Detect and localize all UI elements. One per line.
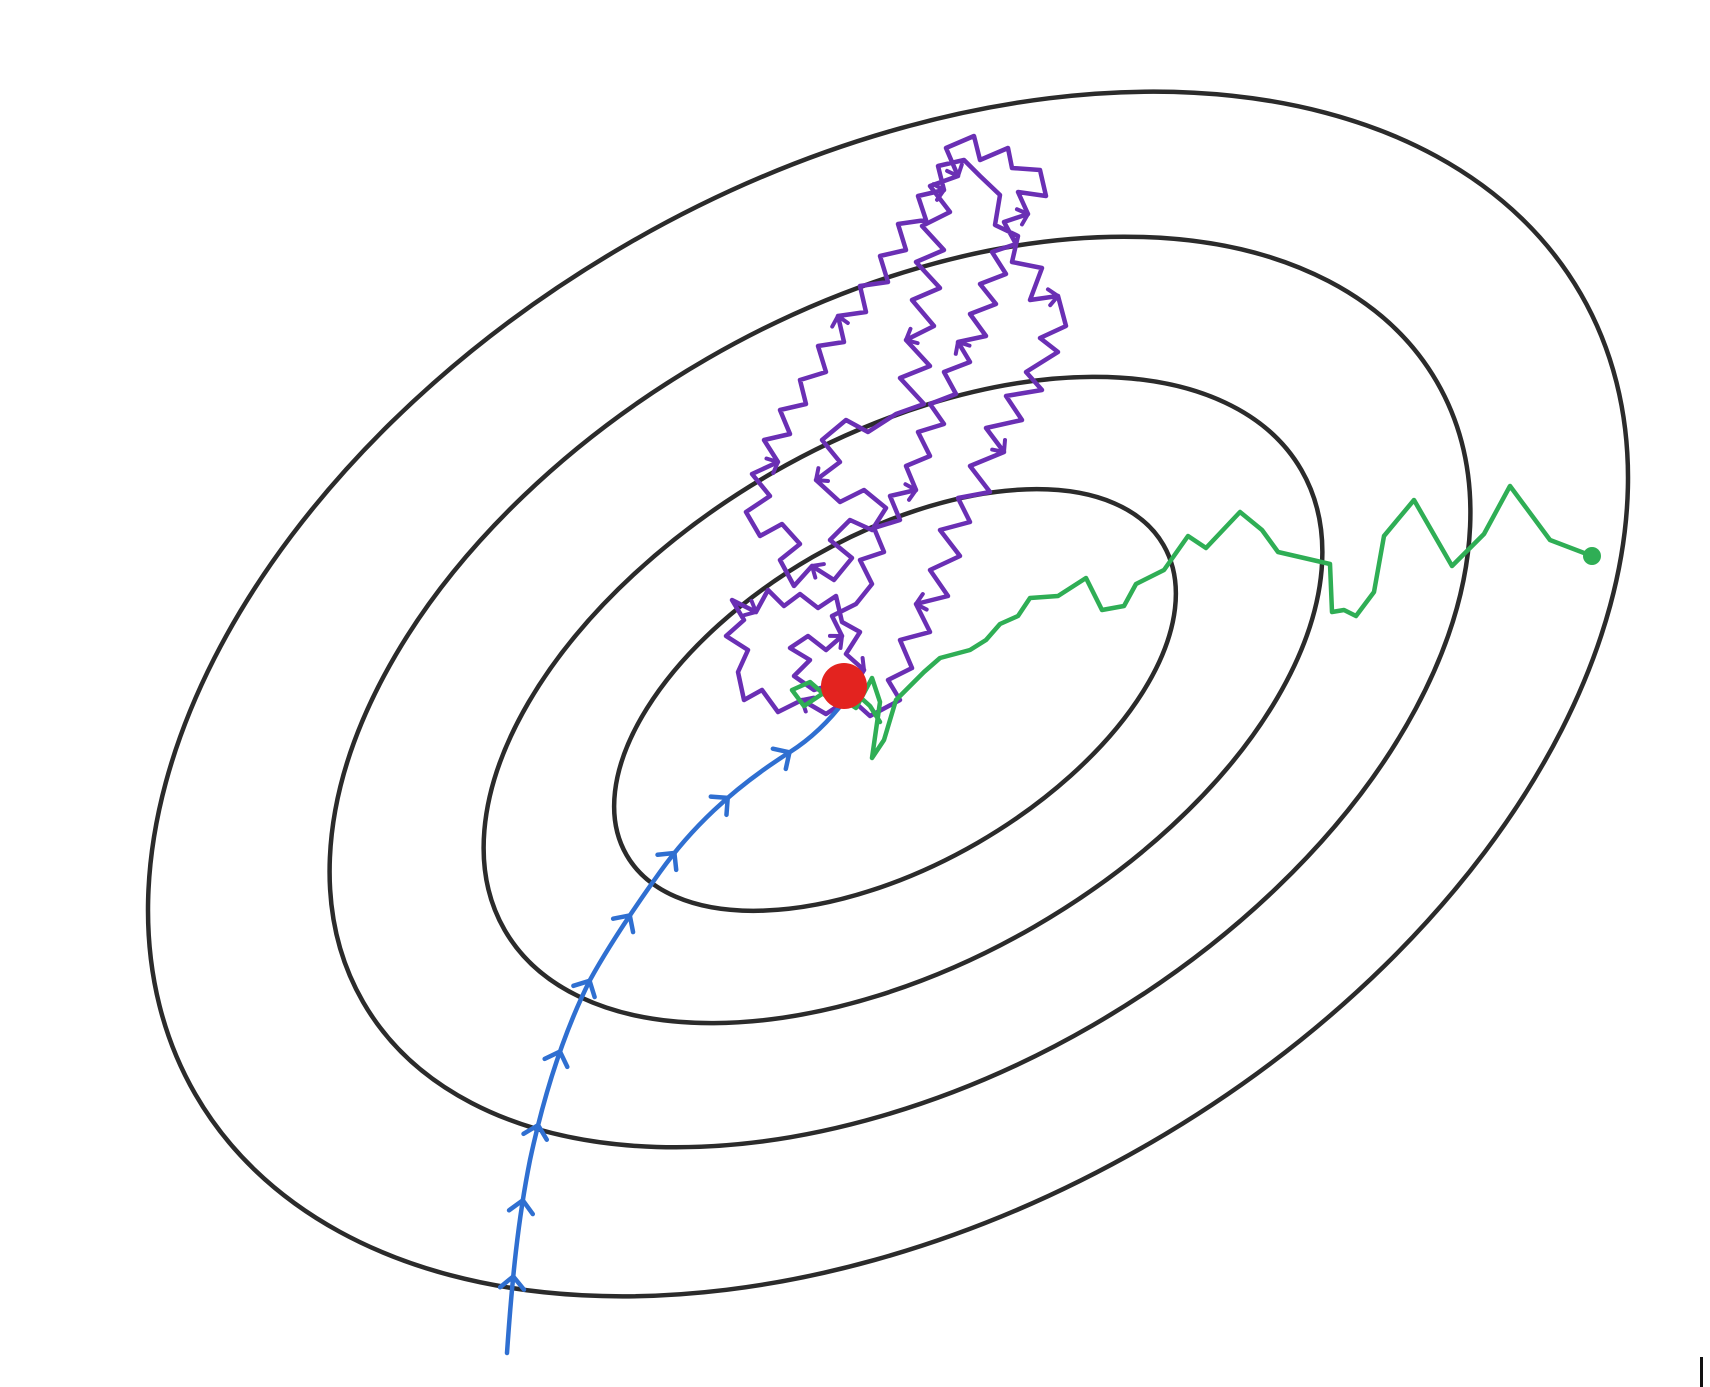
purple-path-group [723, 133, 1069, 719]
purple-arrowhead [810, 562, 826, 580]
blue-arrowheads [497, 746, 792, 1292]
edge-tick-mark [1700, 1357, 1703, 1387]
blue-arrowhead [708, 794, 730, 818]
blue-arrowhead [497, 1274, 527, 1292]
purple-arrowhead [830, 314, 850, 329]
blue-arrowhead [571, 978, 597, 1000]
purple-arrowhead [931, 182, 946, 202]
purple-arrowhead [1014, 207, 1030, 227]
blue-trajectory [504, 697, 848, 1356]
blue-arrowhead [542, 1049, 570, 1070]
purple-arrowhead [814, 466, 831, 483]
contour-ring-inner [611, 486, 1179, 914]
purple-arrowhead [990, 438, 1008, 454]
purple-arrowhead [827, 633, 844, 650]
purple-arrowhead [1045, 287, 1060, 308]
purple-arrowhead [945, 162, 964, 178]
purple-arrowhead [904, 326, 920, 346]
purple-arrowhead [903, 482, 918, 502]
purple-arrowhead [914, 592, 929, 612]
green-path-group [789, 483, 1601, 761]
blue-arrowhead [655, 850, 679, 873]
blue-arrowhead [610, 913, 636, 935]
blue-arrowhead [506, 1198, 536, 1217]
blue-arrowhead [770, 746, 792, 772]
blue-arrowhead [521, 1122, 550, 1142]
green-start-dot [1583, 547, 1601, 565]
purple-arrowhead [764, 456, 780, 476]
purple-trajectory [723, 133, 1069, 719]
purple-arrowhead [953, 340, 972, 356]
minimum-marker [821, 663, 867, 709]
purple-arrowhead [742, 598, 758, 618]
blue-path-group [497, 697, 848, 1356]
contour-ring-2 [327, 234, 1473, 1150]
